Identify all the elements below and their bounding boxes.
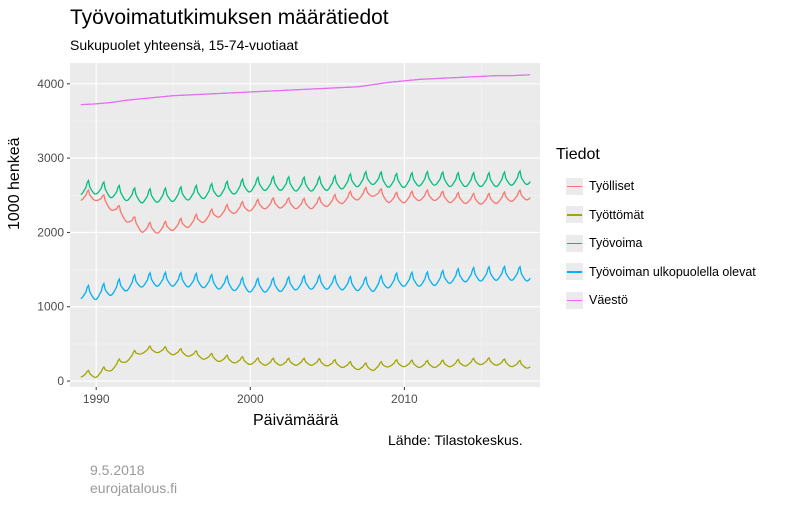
legend-title: Tiedot <box>556 146 600 163</box>
legend-item: Työvoima <box>556 229 756 258</box>
legend-label: Työlliset <box>589 179 635 194</box>
plot-panel <box>70 63 540 387</box>
series-line <box>80 345 531 379</box>
legend-key <box>566 177 583 195</box>
legend-items: Työlliset Työttömät Työvoima Työvoiman ulko… <box>556 172 756 315</box>
legend-key <box>566 234 583 252</box>
y-tick-label: 1000 <box>37 300 64 314</box>
x-tick-label: 2000 <box>237 392 264 406</box>
y-tick-label: 4000 <box>37 77 64 91</box>
y-tick-label: 0 <box>57 374 64 388</box>
chart-title: Työvoimatutkimuksen määrätiedot <box>70 6 389 29</box>
x-tick-label: 1990 <box>83 392 110 406</box>
legend-label: Työvoima <box>589 236 643 251</box>
y-tick-label: 2000 <box>37 225 64 239</box>
legend-key <box>566 291 583 309</box>
series-line <box>80 169 531 204</box>
footer-site: eurojatalous.fi <box>90 480 178 496</box>
x-tick-label: 2010 <box>391 392 418 406</box>
legend-label: Väestö <box>589 293 628 308</box>
x-axis-label: Päivämäärä <box>253 412 339 429</box>
legend-key <box>566 206 583 224</box>
series-line <box>80 186 531 234</box>
legend-label: Työvoiman ulkopuolella olevat <box>589 264 756 279</box>
chart-subtitle: Sukupuolet yhteensä, 15-74-vuotiaat <box>70 37 299 53</box>
legend-key <box>566 263 583 281</box>
source-caption: Lähde: Tilastokeskus. <box>388 432 523 448</box>
legend-item: Työttömät <box>556 201 756 230</box>
legend-label: Työttömät <box>589 207 644 222</box>
series-line <box>80 264 531 301</box>
series-line <box>80 74 531 106</box>
legend-item: Työlliset <box>556 172 756 201</box>
footer-date: 9.5.2018 <box>90 462 145 478</box>
legend-item: Väestö <box>556 286 756 315</box>
legend: Tiedot Työlliset Työttömät Työvoima Työvoim… <box>556 146 756 315</box>
y-tick-label: 3000 <box>37 151 64 165</box>
legend-item: Työvoiman ulkopuolella olevat <box>556 258 756 287</box>
y-axis-label: 1000 henkeä <box>6 137 23 230</box>
